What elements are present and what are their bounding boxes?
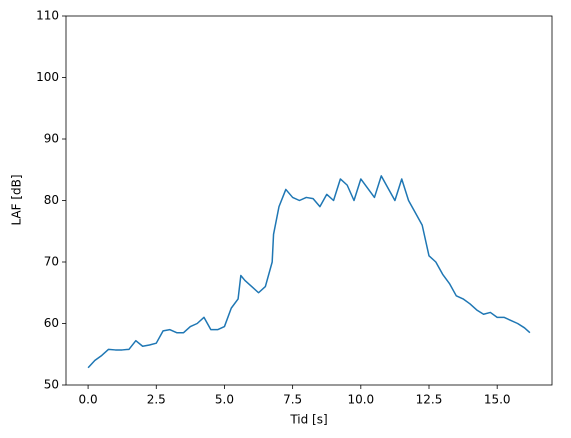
y-tick-label: 100	[36, 70, 59, 84]
x-tick-label: 15.0	[484, 393, 511, 407]
y-tick-label: 110	[36, 9, 59, 23]
y-tick-label: 80	[44, 193, 59, 207]
y-tick-label: 50	[44, 378, 59, 392]
x-tick-label: 10.0	[347, 393, 374, 407]
y-tick-label: 90	[44, 132, 59, 146]
x-tick-label: 0.0	[79, 393, 98, 407]
x-axis-label: Tid [s]	[289, 413, 327, 427]
x-tick-label: 2.5	[147, 393, 166, 407]
x-tick-label: 5.0	[215, 393, 234, 407]
y-tick-label: 60	[44, 316, 59, 330]
plot-frame	[65, 15, 553, 386]
x-tick-label: 7.5	[283, 393, 302, 407]
y-tick-label: 70	[44, 255, 59, 269]
y-axis-label: LAF [dB]	[10, 174, 24, 225]
x-tick-label: 12.5	[416, 393, 443, 407]
data-line	[87, 175, 531, 369]
